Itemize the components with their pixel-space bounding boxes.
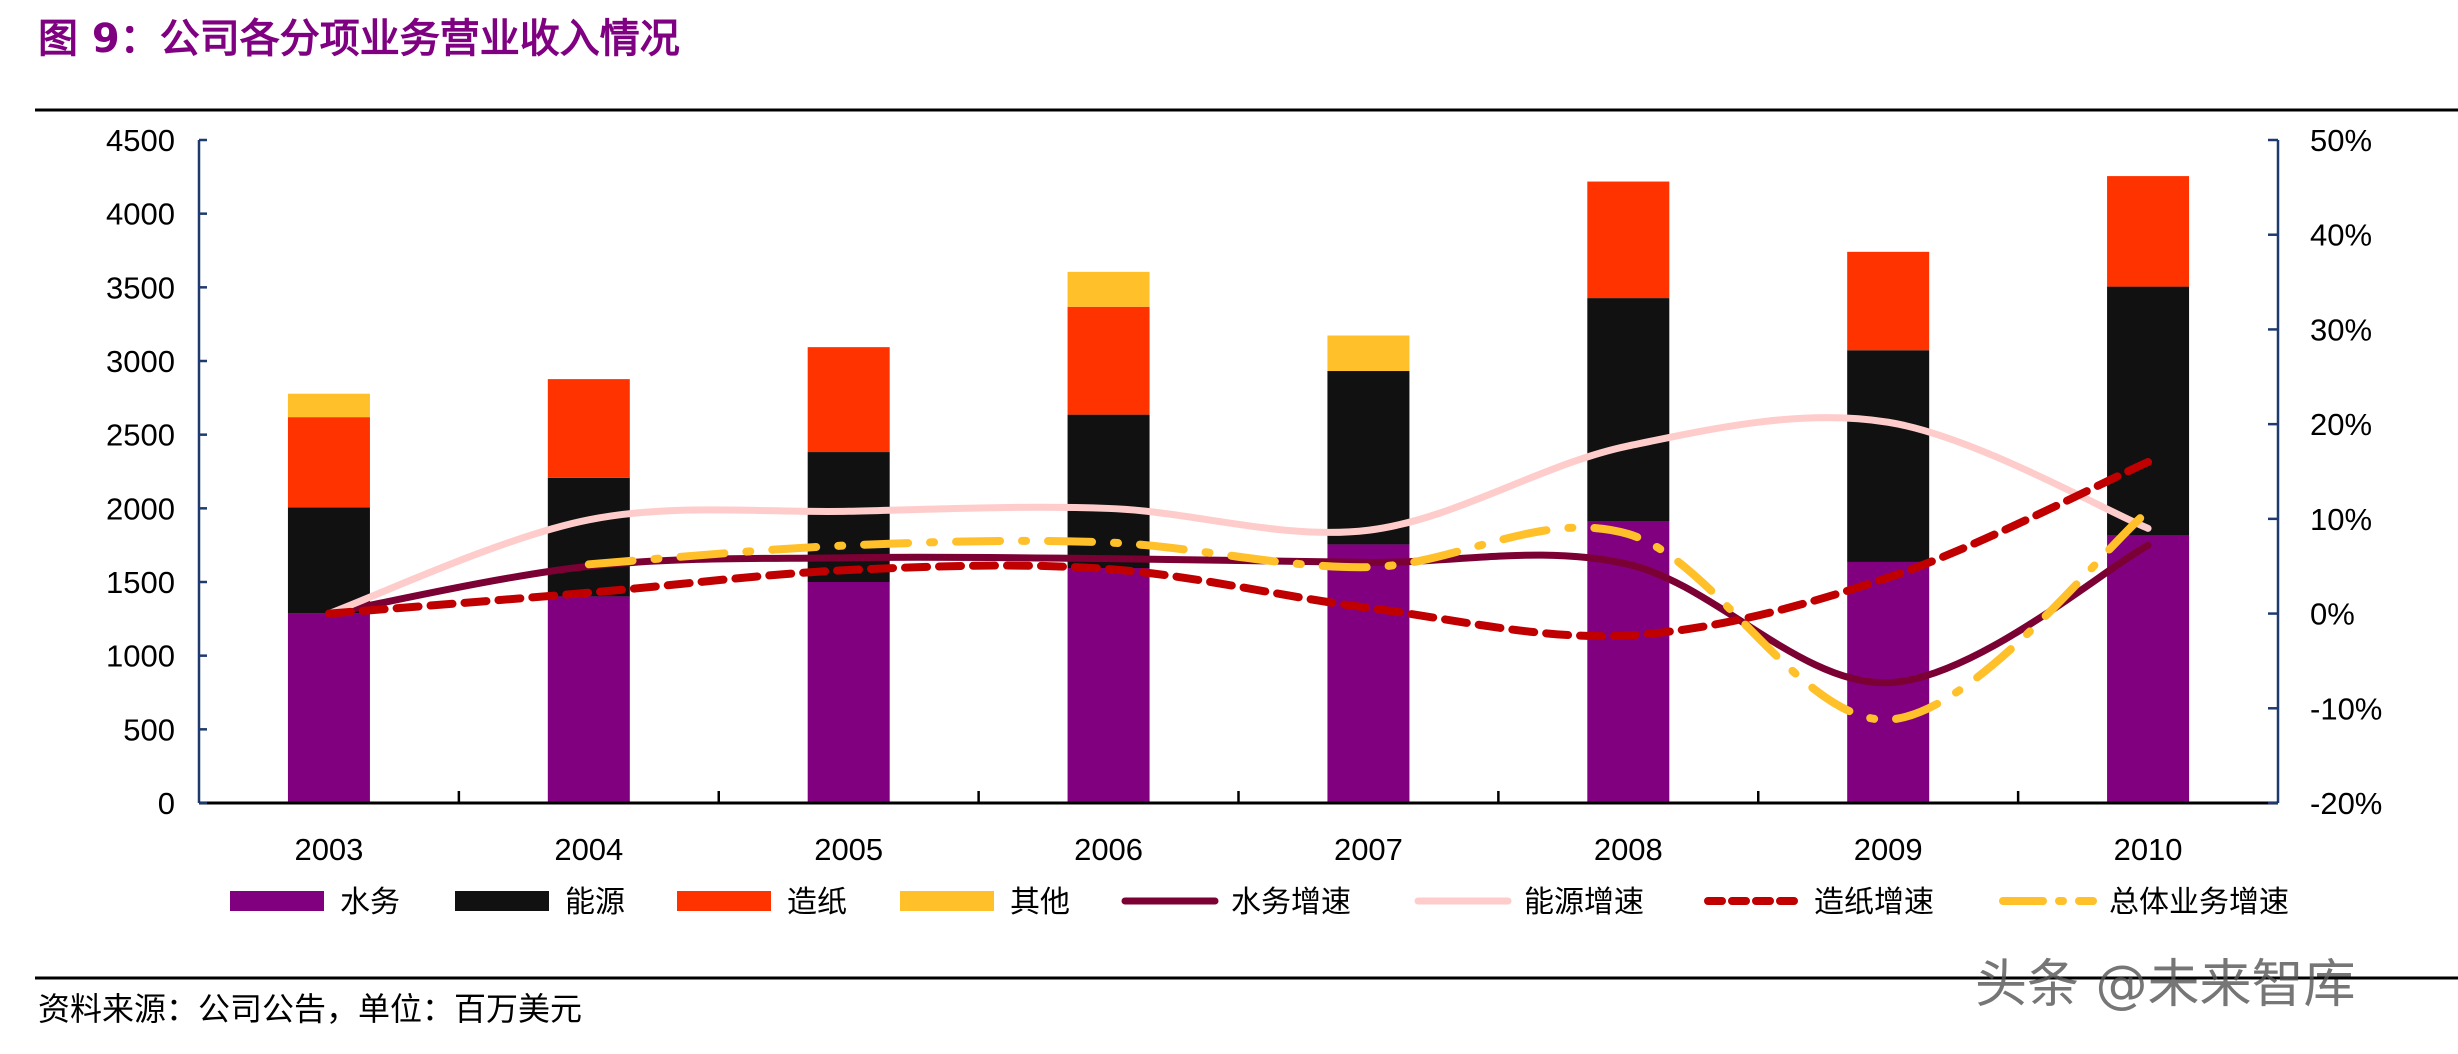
legend-swatch [677, 891, 771, 911]
bar-水务-2010 [2107, 535, 2190, 803]
bar-造纸-2006 [1067, 306, 1150, 415]
left-tick-label: 3500 [106, 270, 175, 305]
x-tick-label: 2006 [1074, 832, 1143, 867]
bar-能源-2008 [1587, 298, 1670, 522]
watermark: 头条 @未来智库 [1975, 955, 2356, 1015]
line-总体业务增速 [584, 507, 2153, 724]
legend-label: 总体业务增速 [2109, 885, 2289, 920]
left-tick-label: 2000 [106, 491, 175, 526]
x-tick-label: 2009 [1854, 832, 1923, 867]
left-tick-label: 1000 [106, 639, 175, 674]
legend-label: 能源增速 [1524, 885, 1644, 920]
bar-其他-2007 [1327, 335, 1410, 372]
bar-能源-2007 [1327, 371, 1410, 545]
line-造纸增速 [324, 458, 2153, 641]
legend-item-其他: 其他 [900, 885, 1070, 920]
x-tick-label: 2005 [814, 832, 883, 867]
bar-能源-2005 [807, 452, 890, 582]
bar-能源-2004 [547, 477, 630, 597]
bar-造纸-2005 [807, 347, 890, 453]
right-tick-label: 10% [2310, 502, 2372, 537]
legend-swatch [900, 891, 994, 911]
legend-label: 造纸增速 [1814, 885, 1934, 920]
bar-造纸-2009 [1847, 251, 1930, 351]
legend-item-总体业务增速: 总体业务增速 [1999, 885, 2289, 920]
right-tick-label: 40% [2310, 218, 2372, 253]
bar-造纸-2004 [547, 379, 630, 478]
bar-能源-2003 [287, 507, 370, 614]
x-tick-label: 2003 [294, 832, 363, 867]
right-tick-label: 0% [2310, 597, 2355, 632]
left-tick-label: 0 [158, 786, 175, 821]
bar-能源-2010 [2107, 286, 2190, 536]
legend-swatch [230, 891, 324, 911]
legend-item-能源增速: 能源增速 [1414, 885, 1644, 920]
bar-水务-2004 [547, 596, 630, 803]
x-tick-label: 2004 [554, 832, 623, 867]
legend-label: 能源 [565, 885, 625, 920]
right-tick-label: -20% [2310, 786, 2382, 821]
legend-item-造纸: 造纸 [677, 885, 847, 920]
right-tick-label: -10% [2310, 691, 2382, 726]
legend-item-造纸增速: 造纸增速 [1704, 885, 1934, 920]
legend-item-水务增速: 水务增速 [1121, 885, 1351, 920]
legend-swatch [455, 891, 549, 911]
legend-label: 水务 [340, 885, 400, 920]
left-tick-label: 3000 [106, 344, 175, 379]
right-tick-label: 30% [2310, 312, 2372, 347]
x-tick-label: 2008 [1594, 832, 1663, 867]
left-tick-label: 4500 [106, 123, 175, 158]
bar-其他-2006 [1067, 271, 1150, 307]
bar-造纸-2008 [1587, 181, 1670, 299]
bar-造纸-2003 [287, 417, 370, 508]
line-能源增速 [325, 414, 2152, 618]
left-tick-label: 2500 [106, 418, 175, 453]
left-tick-label: 500 [123, 712, 175, 747]
page-title: 图 9：公司各分项业务营业收入情况 [38, 16, 680, 62]
bar-水务-2006 [1067, 568, 1150, 803]
legend-label: 其他 [1010, 885, 1070, 920]
plot-area: 0 500 1000 1500 2000 2500 3000 3500 4000 4500 -20%… [106, 123, 2382, 867]
bar-造纸-2010 [2107, 176, 2190, 287]
x-tick-label: 2007 [1334, 832, 1403, 867]
source-note: 资料来源：公司公告，单位：百万美元 [38, 990, 582, 1028]
bar-水务-2008 [1587, 521, 1670, 803]
bar-其他-2003 [287, 393, 370, 418]
bar-水务-2007 [1327, 544, 1410, 803]
legend-label: 水务增速 [1231, 885, 1351, 920]
legend-label: 造纸 [787, 885, 847, 920]
legend: 水务 能源 造纸 其他 水务增速 能源增速 造纸增速 总体业务增速 [230, 885, 2289, 920]
right-tick-label: 20% [2310, 407, 2372, 442]
left-tick-label: 4000 [106, 197, 175, 232]
x-tick-label: 2010 [2114, 832, 2183, 867]
legend-item-能源: 能源 [455, 885, 625, 920]
bar-水务-2003 [287, 613, 370, 803]
left-tick-label: 1500 [106, 565, 175, 600]
legend-item-水务: 水务 [230, 885, 400, 920]
bar-水务-2005 [807, 582, 890, 803]
bar-能源-2009 [1847, 350, 1930, 562]
right-tick-label: 50% [2310, 123, 2372, 158]
